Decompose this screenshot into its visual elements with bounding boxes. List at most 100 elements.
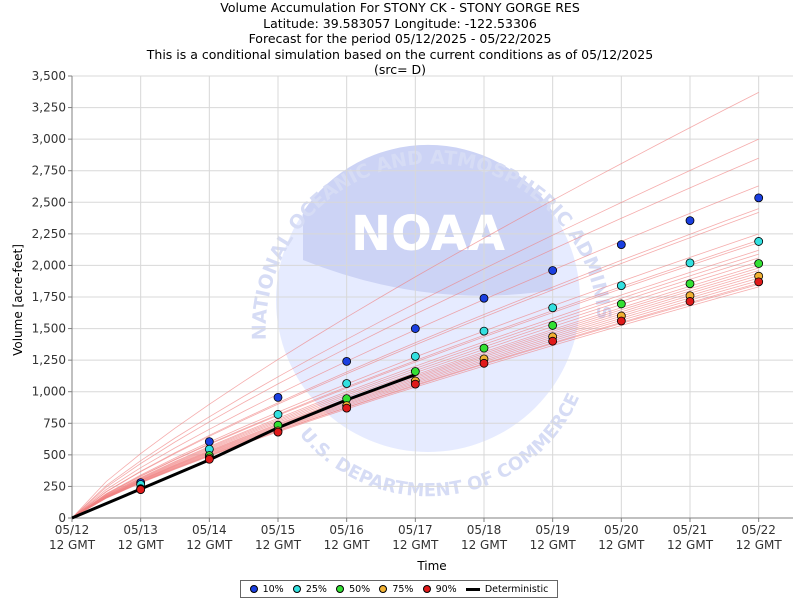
chart-title-block: Volume Accumulation For STONY CK - STONY… bbox=[0, 0, 800, 78]
y-tick-label-13: 3,250 bbox=[32, 101, 66, 115]
y-tick-label-6: 1,500 bbox=[32, 322, 66, 336]
x-axis-label: Time bbox=[416, 559, 446, 573]
x-tick-sublabel-5: 12 GMT bbox=[392, 538, 439, 552]
y-tick-label-4: 1,000 bbox=[32, 385, 66, 399]
ensemble-trace-2 bbox=[71, 157, 759, 519]
chart-note: This is a conditional simulation based o… bbox=[146, 46, 654, 62]
x-tick-label-1: 05/13 bbox=[123, 523, 158, 537]
legend-label-75: 75% bbox=[392, 583, 414, 595]
x-tick-sublabel-6: 12 GMT bbox=[461, 538, 508, 552]
y-tick-label-14: 3,500 bbox=[32, 69, 66, 83]
chart-legend: 10% 25% 50% 75% 90% Deterministic bbox=[240, 580, 558, 598]
x-tick-sublabel-10: 12 GMT bbox=[736, 538, 783, 552]
chart-title: Volume Accumulation For STONY CK - STONY… bbox=[220, 0, 580, 15]
chart-marks bbox=[71, 193, 764, 520]
point-10pct-9 bbox=[685, 216, 695, 225]
legend-item-25: 25% bbox=[292, 583, 327, 595]
deterministic-line bbox=[71, 373, 416, 520]
point-50pct-9 bbox=[685, 279, 695, 289]
point-90pct-1 bbox=[136, 485, 146, 494]
y-tick-label-0: 0 bbox=[58, 511, 66, 525]
x-tick-sublabel-1: 12 GMT bbox=[118, 538, 165, 552]
legend-label-deterministic: Deterministic bbox=[484, 583, 549, 595]
x-tick-label-2: 05/14 bbox=[192, 523, 227, 537]
point-25pct-9 bbox=[685, 258, 695, 268]
watermark-band bbox=[303, 144, 553, 296]
x-tick-label-5: 05/17 bbox=[398, 523, 433, 537]
chart-axes: 0 250 500 750 1,000 1,250 1,500 1,750 2,000 2,250… bbox=[32, 69, 793, 552]
x-tick-label-4: 05/16 bbox=[329, 523, 364, 537]
point-25pct-4 bbox=[342, 379, 352, 388]
point-50pct-8 bbox=[616, 299, 626, 309]
legend-item-10: 10% bbox=[249, 583, 284, 595]
point-25pct-3 bbox=[273, 410, 283, 419]
point-90pct-7 bbox=[548, 336, 558, 346]
y-tick-label-8: 2,000 bbox=[32, 258, 66, 272]
y-tick-label-9: 2,250 bbox=[32, 227, 66, 241]
point-10pct-7 bbox=[548, 266, 558, 275]
point-90pct-9 bbox=[685, 297, 695, 306]
x-tick-sublabel-4: 12 GMT bbox=[324, 538, 371, 552]
point-25pct-8 bbox=[616, 281, 626, 291]
legend-item-75: 75% bbox=[379, 584, 413, 595]
point-10pct-5 bbox=[410, 324, 420, 333]
legend-label-10: 10% bbox=[262, 583, 284, 595]
point-25pct-6 bbox=[479, 326, 489, 336]
x-tick-label-7: 05/19 bbox=[535, 523, 570, 537]
point-50pct-5 bbox=[410, 367, 420, 376]
x-tick-sublabel-2: 12 GMT bbox=[186, 538, 233, 552]
ensemble-trace-4 bbox=[71, 208, 759, 519]
point-90pct-4 bbox=[342, 403, 352, 413]
x-tick-label-8: 05/20 bbox=[604, 523, 639, 537]
x-tick-sublabel-8: 12 GMT bbox=[598, 538, 645, 552]
x-tick-sublabel-0: 12 GMT bbox=[49, 538, 96, 552]
y-tick-label-7: 1,750 bbox=[32, 290, 66, 304]
point-10pct-10 bbox=[754, 193, 764, 203]
ensemble-trace-14 bbox=[71, 267, 759, 519]
point-25pct-7 bbox=[548, 303, 558, 313]
y-tick-label-11: 2,750 bbox=[32, 164, 66, 178]
legend-item-90: 90% bbox=[422, 583, 457, 595]
legend-label-25: 25% bbox=[305, 583, 327, 595]
legend-swatch-90 bbox=[422, 585, 431, 593]
x-tick-sublabel-7: 12 GMT bbox=[530, 538, 577, 552]
legend-item-deterministic: Deterministic bbox=[465, 583, 549, 595]
x-tick-sublabel-9: 12 GMT bbox=[667, 538, 714, 552]
point-50pct-7 bbox=[548, 321, 558, 330]
point-90pct-3 bbox=[273, 427, 283, 437]
ensemble-trace-8 bbox=[71, 242, 759, 519]
point-90pct-2 bbox=[204, 454, 214, 464]
y-tick-label-10: 2,500 bbox=[32, 195, 66, 209]
y-tick-label-5: 1,250 bbox=[32, 353, 66, 367]
ensemble-trace-0 bbox=[71, 92, 759, 519]
x-tick-label-9: 05/21 bbox=[673, 523, 708, 537]
legend-swatch-50 bbox=[336, 585, 345, 593]
point-10pct-3 bbox=[273, 392, 283, 402]
point-90pct-5 bbox=[410, 379, 420, 389]
point-25pct-10 bbox=[754, 237, 764, 246]
point-50pct-6 bbox=[479, 343, 489, 353]
point-10pct-6 bbox=[479, 293, 489, 303]
ensemble-trace-1 bbox=[71, 138, 759, 519]
legend-swatch-deterministic bbox=[465, 587, 480, 591]
y-tick-label-12: 3,000 bbox=[32, 132, 66, 146]
x-tick-label-10: 05/22 bbox=[741, 523, 776, 537]
point-90pct-10 bbox=[754, 277, 764, 287]
ensemble-trace-9 bbox=[71, 249, 759, 519]
legend-swatch-10 bbox=[249, 585, 258, 593]
legend-swatch-25 bbox=[292, 585, 301, 593]
x-tick-label-0: 05/12 bbox=[55, 523, 90, 537]
legend-item-50: 50% bbox=[336, 584, 370, 595]
legend-label-50: 50% bbox=[349, 583, 371, 595]
chart-period: Forecast for the period 05/12/2025 - 05/… bbox=[248, 31, 552, 46]
chart-source: (src= D) bbox=[373, 62, 427, 77]
y-axis-label: Volume [acre-feet] bbox=[11, 244, 25, 356]
point-25pct-5 bbox=[410, 351, 420, 361]
point-90pct-8 bbox=[616, 316, 626, 326]
y-tick-label-2: 500 bbox=[43, 448, 66, 462]
x-tick-sublabel-3: 12 GMT bbox=[255, 538, 302, 552]
legend-label-90: 90% bbox=[435, 583, 457, 595]
y-tick-label-1: 250 bbox=[43, 479, 66, 493]
